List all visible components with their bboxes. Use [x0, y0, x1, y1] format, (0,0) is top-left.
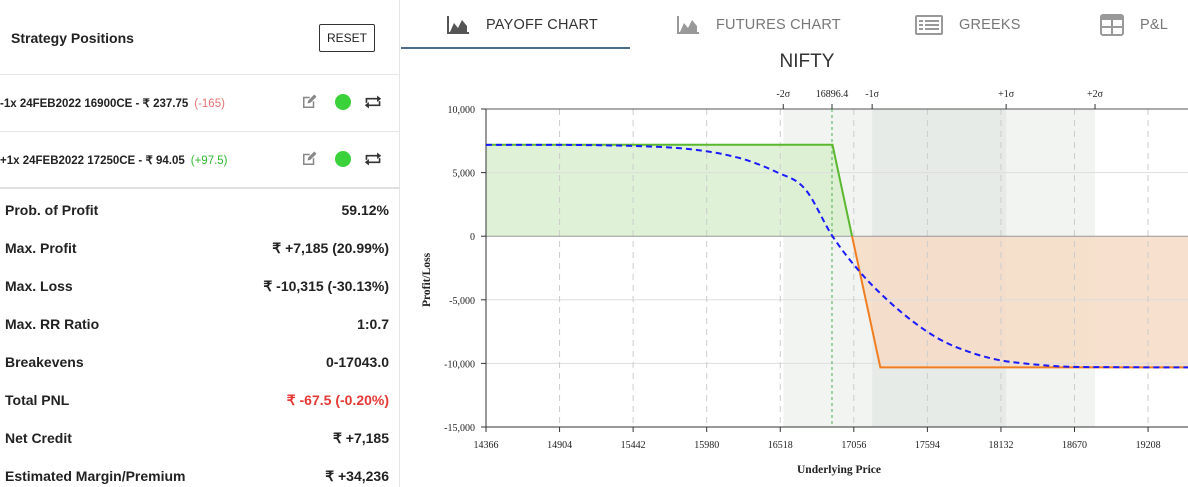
stat-label: Max. Profit [5, 240, 77, 256]
stat-max-loss: Max. Loss ₹ -10,315 (-30.13%) [0, 267, 400, 305]
stat-breakevens: Breakevens 0-17043.0 [0, 343, 400, 381]
x-tick-label: 18670 [1062, 440, 1087, 451]
tab-greeks[interactable]: GREEKS [915, 0, 1021, 50]
stat-value: ₹ +7,185 (20.99%) [272, 240, 389, 256]
chart-tabs: PAYOFF CHART FUTURES CHART GREEKS P&L [401, 0, 1188, 50]
y-tick-label: 0 [470, 232, 475, 243]
position-pnl: (-165) [194, 98, 225, 110]
x-tick-label: 17594 [915, 440, 940, 451]
stat-value: 0-17043.0 [325, 354, 389, 370]
stat-prob-of-profit: Prob. of Profit 59.12% [0, 191, 400, 229]
x-tick-label: 14366 [474, 440, 499, 451]
stat-estimated-margin: Estimated Margin/Premium ₹ +34,236 [0, 457, 400, 487]
position-details: -1x 24FEB2022 16900CE - ₹ 237.75 (-165) [0, 96, 225, 110]
stat-max-rr-ratio: Max. RR Ratio 1:0.7 [0, 305, 400, 343]
stat-net-credit: Net Credit ₹ +7,185 [0, 419, 400, 457]
stat-value: ₹ +34,236 [325, 468, 389, 484]
target-payoff-line [485, 143, 1188, 369]
y-tick-label: 10,000 [448, 105, 476, 116]
positions-title: Strategy Positions [11, 30, 134, 46]
stat-label: Breakevens [5, 354, 84, 370]
tab-payoff-chart[interactable]: PAYOFF CHART [446, 0, 598, 50]
x-tick-label: 14904 [547, 440, 572, 451]
stat-label: Max. RR Ratio [5, 316, 100, 332]
stat-value: ₹ +7,185 [332, 430, 389, 446]
x-axis-title: Underlying Price [797, 464, 881, 476]
positions-header: Strategy Positions RESET [0, 0, 400, 75]
stat-label: Net Credit [5, 430, 72, 446]
x-tick-label: 18132 [988, 440, 1013, 451]
strategy-positions-panel: Strategy Positions RESET -1x 24FEB2022 1… [0, 0, 400, 487]
table-icon [1100, 14, 1124, 36]
position-row: +1x 24FEB2022 17250CE - ₹ 94.05 (+97.5) [0, 132, 400, 189]
y-tick-label: -5,000 [449, 296, 475, 307]
chart-title: NIFTY [780, 51, 835, 72]
x-tick-label: 17056 [841, 440, 866, 451]
stat-value: ₹ -67.5 (-0.20%) [286, 392, 389, 408]
reset-button[interactable]: RESET [319, 24, 375, 52]
tab-label: FUTURES CHART [716, 17, 841, 33]
stat-label: Prob. of Profit [5, 202, 99, 218]
y-axis-title: Profit/Loss [421, 252, 433, 307]
tab-label: PAYOFF CHART [486, 17, 598, 33]
profit-area [486, 144, 853, 237]
swap-icon[interactable] [363, 93, 383, 111]
y-tick-label: -15,000 [444, 423, 475, 434]
tab-label: P&L [1140, 17, 1169, 33]
position-label: +1x 24FEB2022 17250CE - ₹ 94.05 [0, 155, 185, 167]
sigma-label: +2σ [1087, 89, 1104, 100]
edit-icon[interactable] [300, 150, 318, 168]
stat-value: 59.12% [341, 202, 389, 218]
payoff-chart-svg: NIFTY 10,000 5,000 0 -5,000 -10,000 -15,000 143… [421, 51, 1188, 476]
x-tick-label: 19208 [1136, 440, 1161, 451]
stat-value: ₹ -10,315 (-30.13%) [263, 278, 389, 294]
x-tick-label: 16518 [768, 440, 793, 451]
stat-label: Total PNL [5, 392, 70, 408]
sigma-label: -2σ [776, 89, 790, 100]
stat-label: Max. Loss [5, 278, 73, 294]
stat-total-pnl: Total PNL ₹ -67.5 (-0.20%) [0, 381, 400, 419]
loss-area [852, 236, 1188, 368]
stat-label: Estimated Margin/Premium [5, 468, 186, 484]
sigma-label: +1σ [998, 89, 1015, 100]
y-tick-label: -10,000 [444, 359, 475, 370]
position-active-toggle[interactable] [335, 151, 351, 167]
position-active-toggle[interactable] [335, 94, 351, 110]
x-tick-label: 15442 [621, 440, 646, 451]
tab-futures-chart[interactable]: FUTURES CHART [676, 0, 841, 50]
tab-pnl[interactable]: P&L [1100, 0, 1168, 50]
position-details: +1x 24FEB2022 17250CE - ₹ 94.05 (+97.5) [0, 153, 228, 167]
edit-icon[interactable] [300, 93, 318, 111]
sigma-label: 16896.4 [816, 89, 849, 100]
x-tick-label: 15980 [694, 440, 719, 451]
tab-label: GREEKS [959, 17, 1021, 33]
position-label: -1x 24FEB2022 16900CE - ₹ 237.75 [0, 98, 189, 110]
sigma-label: -1σ [865, 89, 879, 100]
stat-value: 1:0.7 [357, 316, 389, 332]
position-row: -1x 24FEB2022 16900CE - ₹ 237.75 (-165) [0, 75, 400, 132]
list-icon [915, 15, 943, 35]
active-tab-indicator [401, 47, 630, 49]
payoff-chart[interactable]: NIFTY 10,000 5,000 0 -5,000 -10,000 -15,000 143… [401, 48, 1188, 487]
area-chart-icon [447, 16, 469, 34]
y-tick-label: 5,000 [453, 169, 476, 180]
swap-icon[interactable] [363, 150, 383, 168]
chart-panel: PAYOFF CHART FUTURES CHART GREEKS P&L NI… [401, 0, 1188, 487]
position-pnl: (+97.5) [190, 155, 228, 167]
stat-max-profit: Max. Profit ₹ +7,185 (20.99%) [0, 229, 400, 267]
area-chart-icon [677, 16, 699, 34]
